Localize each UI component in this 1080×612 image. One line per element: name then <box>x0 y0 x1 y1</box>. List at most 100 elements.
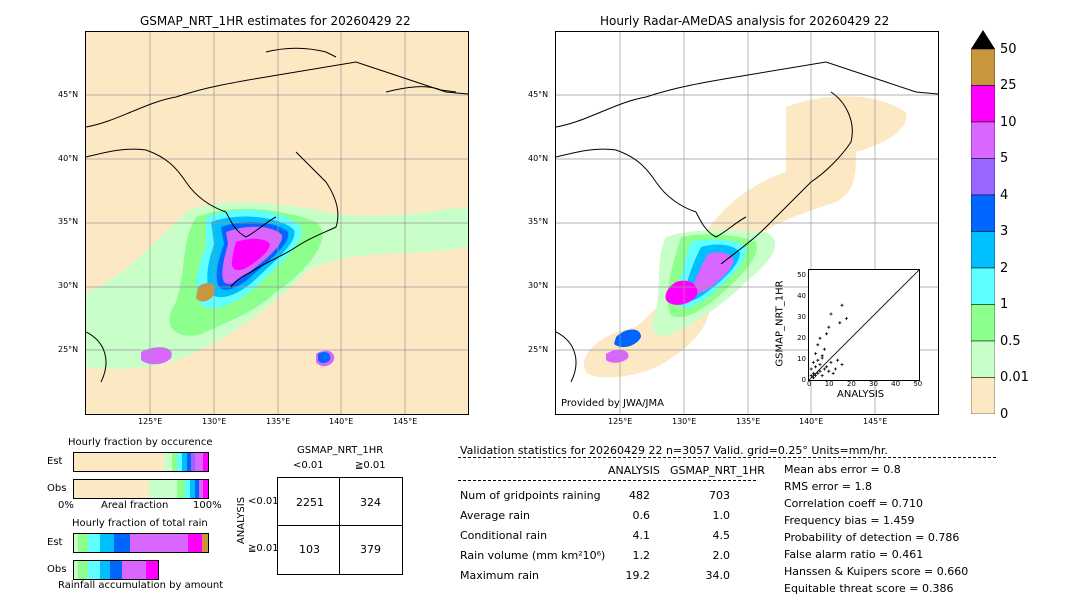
stat-label: Num of gridpoints raining <box>460 489 601 502</box>
contingency-side-label: ANALYSIS <box>236 496 248 545</box>
stat-gsmap: 703 <box>709 489 730 502</box>
colorbar <box>970 30 996 415</box>
stat-analysis: 1.2 <box>632 549 651 562</box>
contingency-cell-c: 103 <box>299 543 320 556</box>
scatter-point <box>820 374 824 378</box>
scatter-point <box>820 354 824 358</box>
score-line: Frequency bias = 1.459 <box>784 514 915 527</box>
colorbar-segment <box>970 377 996 415</box>
scatter-xticks: 0 10 20 30 40 50 <box>807 380 922 388</box>
colorbar-label: 25 <box>1000 78 1017 93</box>
occurrence-obs-bar <box>73 479 209 499</box>
validation-col-analysis: ANALYSIS <box>608 464 660 477</box>
scatter-ytick: 30 <box>797 313 806 321</box>
right-map-title: Hourly Radar-AMeDAS analysis for 2026042… <box>600 14 890 28</box>
total-rain-title: Hourly fraction of total rain <box>72 518 208 529</box>
right-precip <box>584 96 907 378</box>
scatter-point <box>844 316 848 320</box>
scatter-point <box>816 358 820 362</box>
scatter-ytick: 40 <box>797 292 806 300</box>
scatter-xtick: 30 <box>869 380 878 388</box>
contingency-table: 2251 324 103 379 <box>277 477 403 575</box>
left-lat-25: 25°N <box>58 345 79 354</box>
stat-analysis: 4.1 <box>632 529 651 542</box>
left-lat-30: 30°N <box>58 281 79 290</box>
colorbar-segment <box>970 231 996 269</box>
scatter-point <box>829 312 833 316</box>
colorbar-label: 10 <box>1000 115 1017 130</box>
right-map <box>555 31 939 415</box>
score-line: Mean abs error = 0.8 <box>784 463 901 476</box>
stat-gsmap: 4.5 <box>712 529 731 542</box>
total-rain-obs-label: Obs <box>47 564 67 575</box>
colorbar-label: 5 <box>1000 151 1009 166</box>
colorbar-label: 1 <box>1000 297 1009 312</box>
colorbar-label: 0 <box>1000 407 1009 422</box>
scatter-plot <box>808 269 920 381</box>
colorbar-segment <box>970 121 996 159</box>
scatter-point <box>811 376 815 380</box>
stat-label: Average rain <box>460 509 530 522</box>
scatter-point <box>825 365 829 369</box>
colorbar-segment <box>970 304 996 342</box>
right-lat-45: 45°N <box>528 90 549 99</box>
validation-header: Validation statistics for 20260429 22 n=… <box>460 444 888 457</box>
scatter-point <box>840 303 844 307</box>
scatter-diagonal <box>809 270 919 380</box>
stat-label: Conditional rain <box>460 529 548 542</box>
scatter-point <box>818 369 822 373</box>
stat-gsmap: 2.0 <box>712 549 731 562</box>
colorbar-segment <box>970 267 996 305</box>
scatter-point <box>827 325 831 329</box>
colorbar-segment <box>970 85 996 123</box>
left-lat-40: 40°N <box>58 154 79 163</box>
contingency-row2: ≧0.01 <box>248 543 279 554</box>
scatter-xlabel: ANALYSIS <box>837 389 885 400</box>
provided-by: Provided by JWA/JMA <box>561 398 664 409</box>
left-lat-35: 35°N <box>58 217 79 226</box>
validation-divider <box>458 457 996 458</box>
validation-table-divider <box>458 480 756 481</box>
stat-analysis: 482 <box>629 489 650 502</box>
scatter-point <box>816 371 820 375</box>
contingency-col2: ≧0.01 <box>355 460 386 471</box>
scatter-point <box>829 360 833 364</box>
right-lon-135: 135°E <box>736 417 761 426</box>
left-map-svg <box>86 32 468 414</box>
validation-col-gsmap: GSMAP_NRT_1HR <box>670 464 765 477</box>
stat-analysis: 0.6 <box>632 509 651 522</box>
total-rain-obs-bar <box>73 560 159 580</box>
scatter-ytick: 10 <box>797 355 806 363</box>
scatter-point <box>833 367 837 371</box>
scatter-yticks: 50 40 30 20 10 0 <box>796 265 806 391</box>
scatter-point <box>825 332 829 336</box>
right-lat-30: 30°N <box>528 281 549 290</box>
occurrence-axis-left: 0% <box>58 500 74 511</box>
occurrence-est-label: Est <box>47 456 63 467</box>
colorbar-label: 50 <box>1000 42 1017 57</box>
left-precip <box>86 202 468 369</box>
stat-gsmap: 34.0 <box>705 569 731 582</box>
right-lon-145: 145°E <box>863 417 888 426</box>
scatter-point <box>831 371 835 375</box>
stat-gsmap: 1.0 <box>712 509 731 522</box>
score-line: False alarm ratio = 0.461 <box>784 548 924 561</box>
stat-label: Maximum rain <box>460 569 539 582</box>
scatter-xtick: 20 <box>846 380 856 388</box>
right-lon-125: 125°E <box>608 417 633 426</box>
occurrence-est-bar <box>73 452 209 472</box>
scatter-point <box>811 360 815 364</box>
scatter-point <box>814 352 818 356</box>
colorbar-label: 4 <box>1000 188 1009 203</box>
total-rain-footer: Rainfall accumulation by amount <box>58 580 224 591</box>
scatter-point <box>838 321 842 325</box>
scatter-point <box>814 365 818 369</box>
contingency-cell-d: 379 <box>360 543 381 556</box>
contingency-title: GSMAP_NRT_1HR <box>297 445 384 456</box>
right-lat-35: 35°N <box>528 217 549 226</box>
right-coastline <box>556 61 938 383</box>
contingency-col1: <0.01 <box>293 460 324 471</box>
left-lat-45: 45°N <box>58 90 79 99</box>
scatter-point <box>818 363 822 367</box>
left-map-title: GSMAP_NRT_1HR estimates for 20260429 22 <box>140 14 411 28</box>
